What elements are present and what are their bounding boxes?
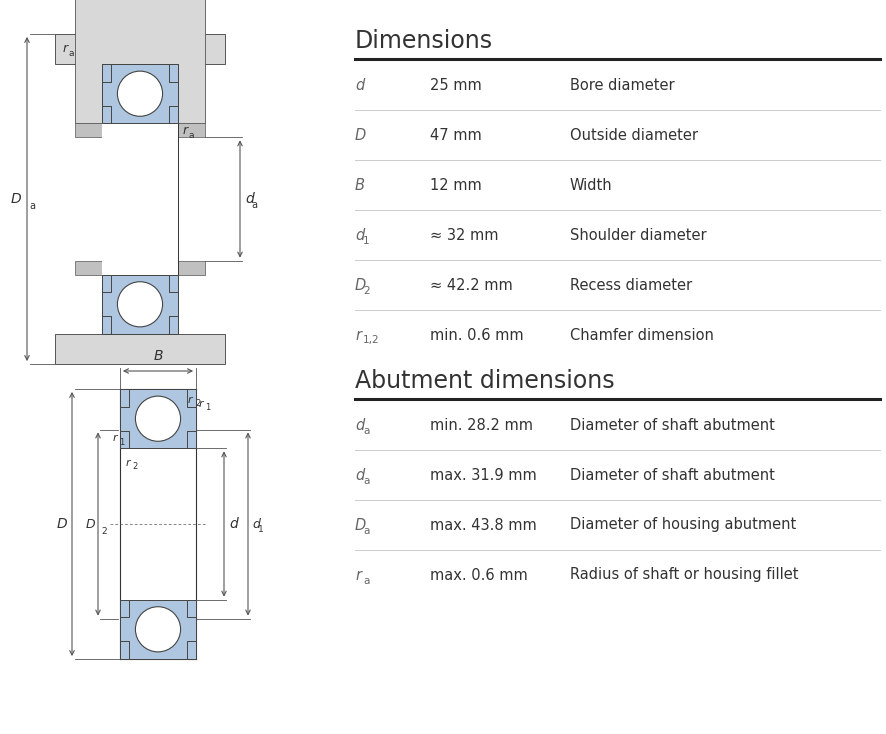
Text: 1: 1 <box>119 438 124 447</box>
Text: d: d <box>355 468 364 482</box>
Text: ≈ 32 mm: ≈ 32 mm <box>430 228 499 242</box>
Text: Width: Width <box>570 178 612 192</box>
Text: Diameter of shaft abutment: Diameter of shaft abutment <box>570 418 775 432</box>
Bar <box>102 275 178 334</box>
Text: d: d <box>252 517 260 531</box>
Text: r: r <box>126 459 130 468</box>
Text: D: D <box>85 517 95 531</box>
Text: Radius of shaft or housing fillet: Radius of shaft or housing fillet <box>570 567 798 583</box>
Text: 1,2: 1,2 <box>363 335 379 346</box>
Text: 2: 2 <box>132 462 137 471</box>
Text: Diameter of shaft abutment: Diameter of shaft abutment <box>570 468 775 482</box>
Bar <box>102 64 178 123</box>
Text: a: a <box>189 131 195 140</box>
Text: 25 mm: 25 mm <box>430 78 482 92</box>
Text: 1: 1 <box>258 526 264 534</box>
Text: D: D <box>355 128 366 142</box>
Text: Diameter of housing abutment: Diameter of housing abutment <box>570 517 797 532</box>
Bar <box>120 448 196 600</box>
Text: r: r <box>355 567 361 583</box>
Text: d: d <box>355 228 364 242</box>
Text: d: d <box>355 418 364 432</box>
Text: a: a <box>69 49 74 59</box>
Text: Chamfer dimension: Chamfer dimension <box>570 327 714 343</box>
Text: Abutment dimensions: Abutment dimensions <box>355 369 615 393</box>
Text: Recess diameter: Recess diameter <box>570 277 692 293</box>
Text: r: r <box>199 399 204 409</box>
Text: 1: 1 <box>363 236 369 245</box>
Text: Outside diameter: Outside diameter <box>570 128 698 142</box>
Text: 47 mm: 47 mm <box>430 128 482 142</box>
Text: min. 28.2 mm: min. 28.2 mm <box>430 418 533 432</box>
Text: B: B <box>153 349 163 363</box>
Bar <box>120 600 196 659</box>
Text: Shoulder diameter: Shoulder diameter <box>570 228 707 242</box>
Text: a: a <box>29 201 35 211</box>
Bar <box>75 261 205 275</box>
Text: 12 mm: 12 mm <box>430 178 482 192</box>
Text: a: a <box>251 200 257 210</box>
Text: r: r <box>63 43 68 56</box>
Text: d: d <box>355 78 364 92</box>
Circle shape <box>118 71 162 116</box>
Text: max. 31.9 mm: max. 31.9 mm <box>430 468 537 482</box>
Text: 2: 2 <box>195 399 200 408</box>
Circle shape <box>136 607 181 652</box>
Bar <box>75 0 205 123</box>
Text: r: r <box>113 433 117 443</box>
Text: D: D <box>11 192 21 206</box>
Text: a: a <box>363 476 369 485</box>
Text: r: r <box>183 124 188 137</box>
Circle shape <box>118 282 162 327</box>
Text: Bore diameter: Bore diameter <box>570 78 674 92</box>
Text: max. 43.8 mm: max. 43.8 mm <box>430 517 537 532</box>
Text: D: D <box>355 277 366 293</box>
Text: d: d <box>245 192 253 206</box>
Text: r: r <box>187 395 192 405</box>
Bar <box>120 389 196 448</box>
Text: max. 0.6 mm: max. 0.6 mm <box>430 567 528 583</box>
Bar <box>75 123 205 137</box>
Text: 2: 2 <box>363 286 369 296</box>
Bar <box>55 334 225 364</box>
Text: Dimensions: Dimensions <box>355 29 494 53</box>
Text: D: D <box>355 517 366 532</box>
Text: 1: 1 <box>205 403 210 412</box>
Text: ≈ 42.2 mm: ≈ 42.2 mm <box>430 277 513 293</box>
Text: d: d <box>229 517 237 531</box>
Text: a: a <box>363 575 369 586</box>
Circle shape <box>136 396 181 441</box>
Bar <box>102 123 178 275</box>
Text: a: a <box>363 426 369 435</box>
Text: 2: 2 <box>101 526 106 536</box>
Text: r: r <box>355 327 361 343</box>
Bar <box>55 34 225 64</box>
Text: B: B <box>355 178 365 192</box>
Text: D: D <box>57 517 67 531</box>
Text: min. 0.6 mm: min. 0.6 mm <box>430 327 524 343</box>
Text: a: a <box>363 526 369 536</box>
